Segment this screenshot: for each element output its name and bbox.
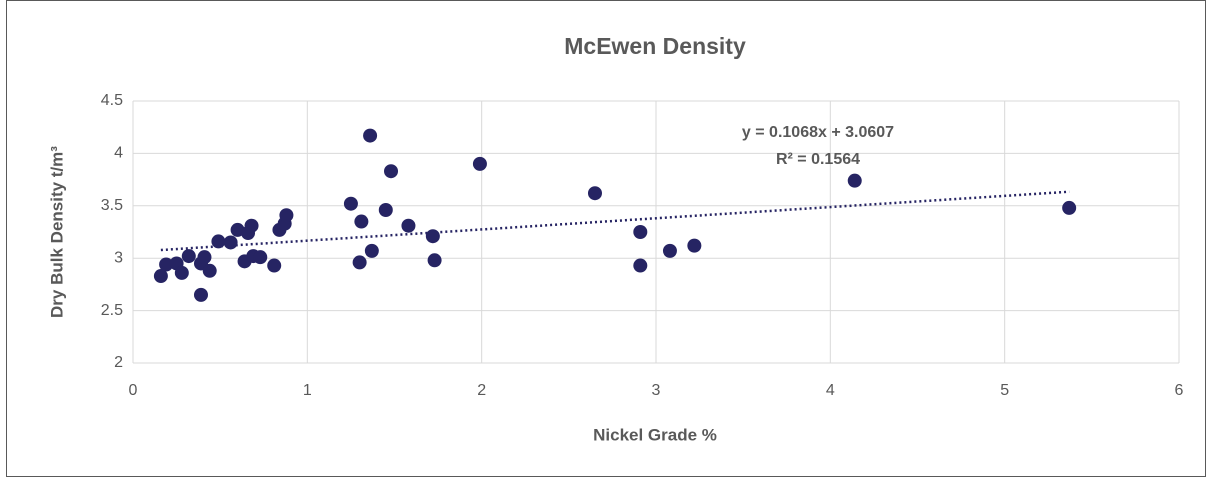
- point: [352, 255, 367, 270]
- point: [472, 156, 487, 171]
- point: [401, 218, 416, 233]
- point: [847, 173, 862, 188]
- point: [425, 229, 440, 244]
- point: [587, 186, 602, 201]
- point: [384, 164, 399, 179]
- x-tick-label: 5: [1000, 382, 1009, 399]
- point: [211, 234, 226, 249]
- point: [363, 128, 378, 143]
- y-tick-label: 4.5: [101, 92, 123, 109]
- point: [197, 250, 212, 265]
- y-tick-label: 3.5: [101, 197, 123, 214]
- x-axis-title: Nickel Grade %: [593, 425, 717, 444]
- point: [633, 225, 648, 239]
- point: [181, 249, 196, 264]
- point: [364, 243, 379, 258]
- point: [1062, 200, 1077, 215]
- y-axis-title: Dry Bulk Density t/m³: [47, 146, 66, 318]
- point: [354, 214, 369, 229]
- point: [153, 269, 168, 284]
- point: [244, 218, 259, 233]
- point: [378, 202, 393, 217]
- point: [633, 258, 648, 273]
- trendline-label: y = 0.1068x + 3.0607: [742, 124, 894, 141]
- chart-border: [6, 0, 1206, 477]
- point: [174, 265, 189, 280]
- point: [253, 250, 268, 265]
- point: [267, 258, 282, 273]
- point: [427, 253, 442, 268]
- y-tick-label: 2: [114, 354, 123, 371]
- x-tick-label: 2: [477, 382, 486, 399]
- chart-title: McEwen Density: [564, 33, 746, 59]
- point: [159, 257, 174, 272]
- point: [202, 263, 217, 278]
- y-tick-label: 2.5: [101, 302, 123, 319]
- y-tick-label: 4: [114, 145, 123, 162]
- x-tick-label: 3: [652, 382, 661, 399]
- point: [279, 208, 294, 223]
- point: [343, 196, 358, 211]
- x-tick-label: 6: [1175, 382, 1184, 399]
- point: [223, 235, 238, 250]
- point: [662, 243, 677, 258]
- trendline: [160, 190, 1070, 252]
- point: [687, 238, 702, 253]
- x-tick-label: 4: [826, 382, 835, 399]
- trendline-label: R² = 0.1564: [776, 151, 860, 168]
- y-tick-label: 3: [114, 249, 123, 266]
- x-tick-label: 0: [129, 382, 138, 399]
- x-tick-label: 1: [303, 382, 312, 399]
- point: [193, 287, 208, 302]
